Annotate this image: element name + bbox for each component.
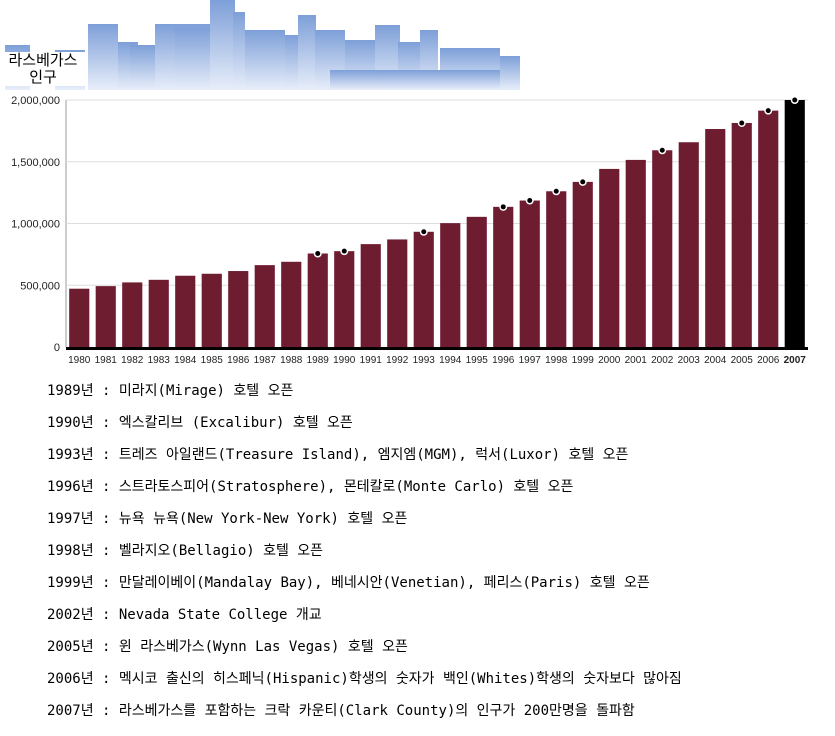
event-marker-1998 — [553, 188, 559, 194]
event-marker-2005 — [739, 120, 745, 126]
bar-2006 — [758, 110, 779, 347]
event-item: 1998년 : 벨라지오(Bellagio) 호텔 오픈 — [47, 543, 324, 559]
event-marker-2006 — [765, 108, 771, 114]
event-item: 1996년 : 스트라토스피어(Stratosphere), 몬테칼로(Mont… — [47, 479, 574, 495]
x-axis-line — [66, 347, 808, 350]
x-tick-label: 1988 — [280, 355, 303, 366]
x-tick-label: 1990 — [333, 355, 356, 366]
chart-title: 라스베가스 인구 — [0, 52, 86, 86]
x-tick-label: 1989 — [307, 355, 330, 366]
x-tick-label: 2006 — [757, 355, 780, 366]
bar-1993 — [413, 231, 434, 347]
x-tick-label: 1985 — [201, 355, 224, 366]
skyline-building — [130, 45, 155, 90]
skyline-building — [210, 0, 235, 90]
event-marker-1993 — [421, 229, 427, 235]
event-item: 1993년 : 트레즈 아일랜드(Treasure Island), 엠지엠(M… — [47, 447, 629, 463]
bar-1995 — [466, 216, 487, 347]
skyline-banner — [5, 0, 520, 90]
event-item: 2007년 : 라스베가스를 포함하는 크락 카운티(Clark County)… — [47, 703, 635, 719]
skyline-building — [298, 15, 316, 90]
bar-2005 — [731, 122, 752, 347]
x-tick-label: 1987 — [254, 355, 277, 366]
bar-1992 — [387, 239, 408, 347]
event-item: 2006년 : 멕시코 출신의 히스페닉(Hispanic)학생의 숫자가 백인… — [47, 671, 682, 687]
bar-1987 — [254, 265, 275, 347]
bar-1996 — [493, 206, 514, 347]
x-tick-label: 1983 — [148, 355, 171, 366]
y-tick-label: 1,500,000 — [11, 157, 60, 169]
skyline-building — [245, 30, 285, 90]
bar-1985 — [201, 273, 222, 347]
x-tick-label: 1999 — [572, 355, 595, 366]
x-tick-label: 1995 — [466, 355, 489, 366]
skyline-building — [500, 56, 520, 90]
bar-1997 — [519, 200, 540, 347]
bar-1981 — [95, 286, 116, 347]
x-tick-label: 1986 — [227, 355, 250, 366]
x-tick-label: 1996 — [492, 355, 515, 366]
bar-2007 — [784, 100, 805, 347]
x-tick-label: 1982 — [121, 355, 144, 366]
x-tick-label: 2002 — [651, 355, 674, 366]
bar-1999 — [572, 181, 593, 347]
bar-1991 — [360, 244, 381, 347]
y-tick-label: 500,000 — [20, 280, 60, 292]
event-item: 1989년 : 미라지(Mirage) 호텔 오픈 — [47, 383, 294, 399]
bar-2004 — [705, 129, 726, 347]
y-tick-label: 2,000,000 — [11, 95, 60, 107]
bar-2002 — [652, 150, 673, 347]
x-tick-label: 2000 — [598, 355, 621, 366]
bar-1983 — [148, 279, 169, 347]
bar-1989 — [307, 253, 328, 347]
x-tick-label: 1981 — [95, 355, 118, 366]
x-tick-label: 1984 — [174, 355, 197, 366]
skyline-building — [175, 28, 210, 90]
bar-2000 — [599, 168, 620, 347]
event-item: 1997년 : 뉴욕 뉴욕(New York-New York) 호텔 오픈 — [47, 511, 408, 527]
x-tick-label: 2007 — [784, 355, 807, 366]
event-marker-1999 — [580, 179, 586, 185]
event-list: 1989년 : 미라지(Mirage) 호텔 오픈 1990년 : 엑스칼리브 … — [47, 380, 682, 732]
x-tick-label: 1980 — [68, 355, 91, 366]
x-tick-label: 1997 — [519, 355, 542, 366]
bar-1990 — [334, 251, 355, 347]
bar-2001 — [625, 159, 646, 347]
event-marker-1997 — [527, 198, 533, 204]
event-item: 2002년 : Nevada State College 개교 — [47, 607, 322, 623]
x-tick-label: 1998 — [545, 355, 568, 366]
bar-1988 — [281, 261, 302, 347]
bar-1982 — [122, 282, 143, 347]
y-tick-label: 0 — [54, 342, 60, 354]
skyline-building — [233, 12, 245, 90]
x-tick-label: 2003 — [678, 355, 701, 366]
x-tick-label: 1992 — [386, 355, 409, 366]
x-tick-label: 2005 — [731, 355, 754, 366]
x-tick-label: 2004 — [704, 355, 727, 366]
event-item: 1999년 : 만달레이베이(Mandalay Bay), 베네시안(Venet… — [47, 575, 650, 591]
bar-1998 — [546, 191, 567, 347]
bar-1980 — [69, 288, 90, 347]
event-item: 1990년 : 엑스칼리브 (Excalibur) 호텔 오픈 — [47, 415, 353, 431]
x-tick-label: 2001 — [625, 355, 648, 366]
skyline-building — [88, 24, 118, 90]
event-marker-1990 — [341, 248, 347, 254]
event-marker-1996 — [500, 204, 506, 210]
bar-1994 — [440, 223, 461, 347]
event-marker-1989 — [315, 251, 321, 257]
y-tick-label: 1,000,000 — [11, 219, 60, 231]
bar-1984 — [175, 275, 196, 347]
x-tick-label: 1993 — [413, 355, 436, 366]
event-marker-2002 — [659, 147, 665, 153]
event-item: 2005년 : 윈 라스베가스(Wynn Las Vegas) 호텔 오픈 — [47, 639, 408, 655]
x-tick-label: 1991 — [360, 355, 383, 366]
x-tick-label: 1994 — [439, 355, 462, 366]
event-marker-2007 — [792, 97, 798, 103]
population-bar-chart: 0 500,000 1,000,000 1,500,000 2,000,000 1980 1… — [11, 95, 808, 366]
skyline-building — [330, 70, 500, 90]
bar-2003 — [678, 142, 699, 347]
bar-1986 — [228, 271, 249, 347]
